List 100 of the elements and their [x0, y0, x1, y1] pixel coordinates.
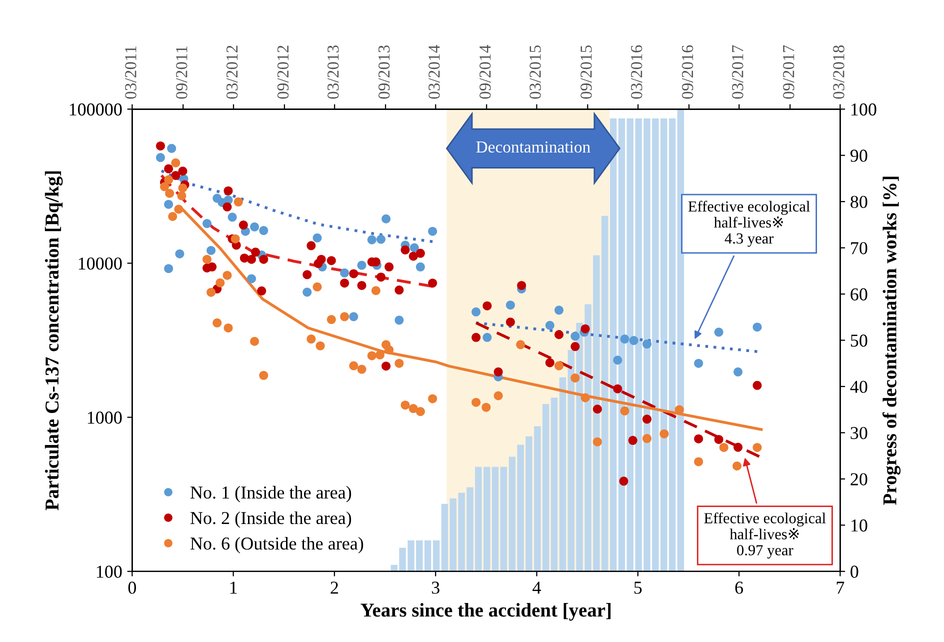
- x2-tick-label: 03/2016: [630, 45, 642, 99]
- point: [382, 362, 391, 371]
- x-tick-label: 4: [532, 582, 541, 594]
- point: [400, 400, 410, 410]
- y2-tick-label: 0: [850, 566, 858, 578]
- y-tick-label: 100: [96, 566, 122, 578]
- x-axis-title: Years since the accident [year]: [360, 603, 611, 621]
- point: [613, 384, 622, 394]
- y2-tick-label: 80: [850, 196, 868, 208]
- point: [416, 262, 425, 272]
- x2-tick-label: 03/2015: [530, 45, 541, 99]
- x2-tick-label: 03/2011: [125, 46, 136, 99]
- x2-tick-label: 09/2014: [480, 45, 491, 99]
- point: [416, 407, 425, 416]
- point: [306, 241, 316, 250]
- point: [545, 358, 554, 368]
- x-tick-label: 5: [634, 582, 642, 594]
- point: [349, 312, 358, 322]
- point: [349, 269, 358, 278]
- point: [694, 358, 704, 368]
- point: [160, 182, 170, 192]
- point: [230, 234, 240, 244]
- point: [408, 252, 418, 261]
- point: [394, 358, 404, 368]
- point: [629, 336, 638, 346]
- x2-tick-label: 09/2015: [580, 45, 592, 99]
- y2-tick-label: 60: [850, 288, 868, 300]
- y2-tick-label: 10: [851, 519, 868, 532]
- point: [222, 270, 232, 280]
- x2-tick-label: 03/2013: [327, 45, 339, 99]
- point: [349, 361, 358, 370]
- y2-tick-label: 90: [850, 150, 868, 162]
- point: [371, 286, 380, 296]
- point: [357, 260, 366, 270]
- point: [580, 393, 590, 402]
- point: [752, 322, 762, 332]
- point: [357, 364, 366, 374]
- x-tick-label: 6: [735, 582, 743, 594]
- point: [714, 328, 724, 337]
- point: [376, 272, 386, 282]
- point: [340, 312, 350, 322]
- point: [164, 175, 174, 184]
- point: [202, 219, 212, 228]
- point: [216, 278, 225, 288]
- point: [312, 233, 322, 242]
- point: [620, 406, 630, 416]
- point: [175, 249, 184, 258]
- point: [734, 442, 743, 452]
- point: [719, 442, 728, 452]
- point: [171, 170, 180, 180]
- point: [545, 320, 554, 330]
- x-tick-label: 2: [330, 582, 338, 594]
- point: [259, 254, 268, 264]
- point: [251, 248, 260, 257]
- point: [580, 324, 590, 334]
- point: [472, 307, 481, 316]
- point: [428, 394, 438, 404]
- point: [247, 274, 256, 284]
- point: [228, 212, 237, 222]
- point: [642, 340, 652, 349]
- point: [619, 476, 628, 486]
- y2-axis-title: Progress of decontamination works [%]: [882, 176, 901, 505]
- point: [250, 222, 260, 232]
- point: [164, 164, 174, 174]
- point: [306, 334, 316, 344]
- point: [400, 245, 410, 254]
- point: [238, 220, 248, 230]
- point: [357, 280, 366, 290]
- x2-tick-label: 03/2014: [428, 45, 440, 99]
- x-tick-label: 1: [230, 582, 237, 594]
- point: [570, 373, 580, 382]
- point: [506, 318, 515, 327]
- x2-tick-label: 03/2018: [833, 45, 844, 99]
- point: [660, 429, 669, 438]
- point: [177, 191, 186, 200]
- y2-tick-label: 70: [851, 242, 868, 254]
- band-label: Decontamination: [476, 141, 590, 153]
- point: [250, 336, 260, 346]
- y-axis-title: Particulate Cs-137 concentration [Bq/kg]: [44, 171, 63, 510]
- annotation: Effective ecological half-lives※ 0.97 year: [704, 512, 826, 558]
- point: [302, 270, 312, 280]
- point: [202, 254, 212, 264]
- point: [732, 461, 742, 470]
- y2-tick-label: 20: [850, 473, 868, 486]
- point: [165, 188, 174, 198]
- x2-tick-label: 03/2012: [226, 46, 238, 99]
- point: [340, 278, 350, 288]
- point: [482, 301, 492, 310]
- y-tick-label: 100000: [70, 103, 122, 116]
- point: [382, 214, 391, 224]
- point: [554, 306, 564, 315]
- point: [752, 380, 762, 390]
- point: [326, 315, 336, 324]
- point: [247, 254, 256, 264]
- point: [734, 367, 743, 376]
- point: [316, 341, 325, 350]
- y-tick-label: 1000: [88, 412, 122, 424]
- y2-tick-label: 50: [850, 334, 868, 347]
- line-series: [160, 169, 434, 244]
- point: [416, 248, 425, 258]
